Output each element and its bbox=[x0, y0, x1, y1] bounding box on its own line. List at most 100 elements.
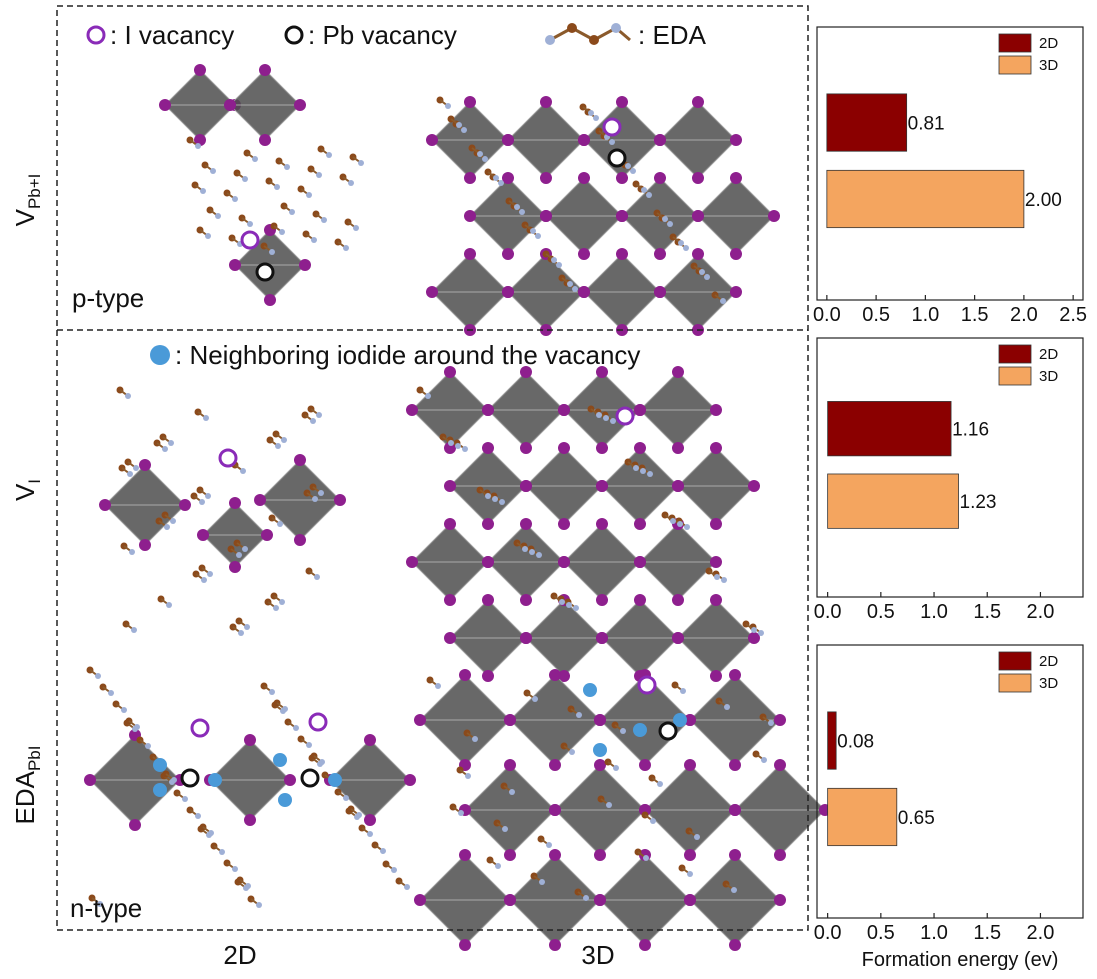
i-vacancy bbox=[242, 232, 258, 248]
iodine-atom bbox=[334, 494, 346, 506]
iodine-atom bbox=[710, 442, 722, 454]
nitrogen-atom bbox=[281, 437, 287, 443]
iodine-atom bbox=[558, 442, 570, 454]
x-tick-label: 0.5 bbox=[867, 601, 895, 623]
bar bbox=[827, 170, 1024, 227]
iodine-atom bbox=[616, 172, 628, 184]
nitrogen-atom bbox=[606, 802, 612, 808]
nitrogen-atom bbox=[182, 796, 188, 802]
nitrogen-atom bbox=[641, 187, 647, 193]
iodine-atom bbox=[684, 894, 696, 906]
legend-text: : EDA bbox=[638, 20, 707, 50]
nitrogen-atom bbox=[613, 765, 619, 771]
nitrogen-atom bbox=[514, 204, 520, 210]
value-label: 2.00 bbox=[1025, 190, 1062, 211]
nitrogen-atom bbox=[205, 493, 211, 499]
nitrogen-atom bbox=[168, 440, 174, 446]
nitrogen-atom bbox=[477, 151, 483, 157]
iodine-atom bbox=[692, 172, 704, 184]
nitrogen-atom bbox=[485, 493, 491, 499]
iodine-atom bbox=[540, 96, 552, 108]
iodine-atom bbox=[594, 894, 606, 906]
nitrogen-atom bbox=[269, 249, 275, 255]
iodine-atom bbox=[520, 480, 532, 492]
nitrogen-atom bbox=[321, 217, 327, 223]
nitrogen-atom bbox=[356, 812, 362, 818]
nitrogen-atom bbox=[219, 849, 225, 855]
nitrogen-atom bbox=[529, 549, 535, 555]
nitrogen-atom bbox=[522, 546, 528, 552]
iodine-atom bbox=[639, 939, 651, 951]
iodine-atom bbox=[406, 556, 418, 568]
nitrogen-atom bbox=[683, 245, 689, 251]
x-axis-label: Formation energy (ev) bbox=[862, 949, 1059, 971]
nitrogen-atom bbox=[232, 866, 238, 872]
iodine-atom bbox=[596, 480, 608, 492]
iodine-atom bbox=[634, 594, 646, 606]
nitrogen-atom bbox=[289, 209, 295, 215]
iodine-atom bbox=[540, 210, 552, 222]
nitrogen-atom bbox=[650, 818, 656, 824]
bar bbox=[828, 712, 837, 769]
iodine-atom bbox=[502, 286, 514, 298]
iodine-atom bbox=[558, 518, 570, 530]
iodine-atom bbox=[616, 210, 628, 222]
iodine-atom bbox=[84, 774, 96, 786]
nitrogen-atom bbox=[311, 237, 317, 243]
nitrogen-atom bbox=[532, 696, 538, 702]
nitrogen-atom bbox=[319, 759, 325, 765]
i-vacancy bbox=[639, 677, 655, 693]
legend-swatch bbox=[999, 367, 1031, 385]
nitrogen-atom bbox=[133, 465, 139, 471]
neighbor-iodide bbox=[208, 773, 222, 787]
iodine-atom bbox=[426, 134, 438, 146]
iodine-atom bbox=[404, 774, 416, 786]
nitrogen-atom bbox=[129, 549, 135, 555]
structures bbox=[84, 64, 831, 951]
iodine-atom bbox=[692, 210, 704, 222]
nitrogen-atom bbox=[203, 415, 209, 421]
nitrogen-atom bbox=[242, 546, 248, 552]
nitrogen-atom bbox=[530, 228, 536, 234]
nitrogen-atom bbox=[312, 496, 318, 502]
iodine-atom bbox=[672, 594, 684, 606]
nitrogen-atom bbox=[646, 192, 652, 198]
nitrogen-atom bbox=[293, 725, 299, 731]
row-label-sub: Pb+I bbox=[25, 174, 44, 209]
nitrogen-atom bbox=[625, 163, 631, 169]
nitrogen-atom bbox=[593, 115, 599, 121]
iodine-atom bbox=[459, 669, 471, 681]
iodine-atom bbox=[558, 404, 570, 416]
iodine-atom bbox=[364, 814, 376, 826]
iodine-atom bbox=[254, 494, 266, 506]
nitrogen-atom bbox=[465, 773, 471, 779]
iodine-atom bbox=[259, 134, 271, 146]
nitrogen-atom bbox=[576, 712, 582, 718]
nitrogen-atom bbox=[279, 229, 285, 235]
nitrogen-atom bbox=[539, 879, 545, 885]
iodine-atom bbox=[364, 734, 376, 746]
nitrogen-atom bbox=[492, 496, 498, 502]
legend-label: 2D bbox=[1039, 35, 1058, 52]
i-vacancy bbox=[220, 450, 236, 466]
i-vacancy bbox=[604, 119, 620, 135]
legend-label: 3D bbox=[1039, 368, 1058, 385]
nitrogen-atom bbox=[724, 704, 730, 710]
neighbor-iodide bbox=[328, 773, 342, 787]
iodine-atom bbox=[594, 849, 606, 861]
iodine-atom bbox=[520, 518, 532, 530]
iodine-atom bbox=[684, 759, 696, 771]
legend-text: : I vacancy bbox=[110, 20, 234, 50]
iodine-atom bbox=[774, 894, 786, 906]
nitrogen-atom bbox=[318, 490, 324, 496]
iodine-atom bbox=[710, 404, 722, 416]
iodine-atom bbox=[459, 939, 471, 951]
nitrogen-atom bbox=[609, 139, 615, 145]
x-tick-label: 1.0 bbox=[920, 601, 948, 623]
nitrogen-atom bbox=[244, 624, 250, 630]
pb-vacancy bbox=[182, 770, 198, 786]
row-label-sub: I bbox=[25, 479, 44, 484]
legend-label: 3D bbox=[1039, 675, 1058, 692]
row-label-main: V bbox=[10, 483, 40, 501]
eda-icon bbox=[545, 23, 630, 45]
